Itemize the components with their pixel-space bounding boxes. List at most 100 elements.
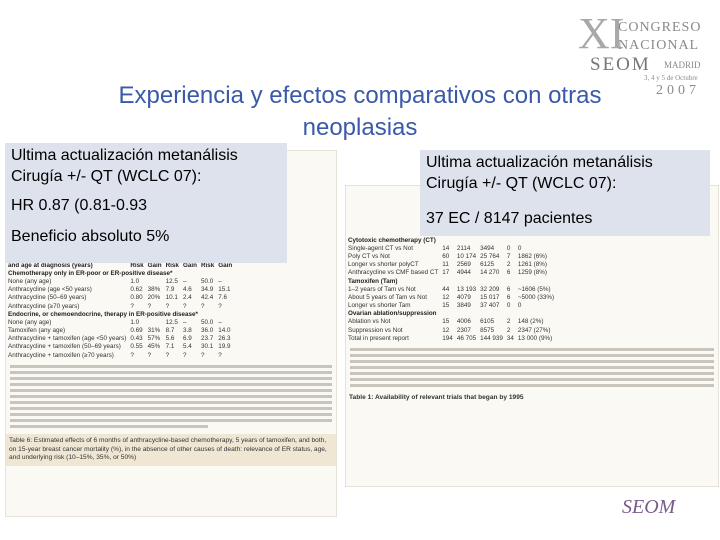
- table-cell: 37 407: [480, 302, 500, 310]
- table-cell: 2569: [456, 261, 471, 269]
- table-cell: ?: [147, 302, 152, 310]
- table-cell: Total in present report: [348, 334, 409, 342]
- table-cell: 3.8: [182, 327, 192, 335]
- table-cell: 0.43: [130, 335, 143, 343]
- header-cell: and age at diagnosis (years): [8, 261, 93, 269]
- table-cell: 5.4: [182, 343, 192, 351]
- table-cell: 14: [442, 244, 450, 252]
- logo-city: Madrid: [664, 60, 701, 70]
- table-cell: 3494: [480, 244, 495, 252]
- text-line: [350, 372, 714, 376]
- logo-year: 2007: [656, 83, 700, 98]
- table-row: Single-agent CT vs Not 14 2114 3494 0 0: [346, 244, 556, 252]
- table-row: Longer vs shorter Tam 15 3849 37 407 0 0: [346, 302, 556, 310]
- table-cell: ?: [182, 351, 187, 359]
- table-cell: –: [218, 318, 222, 326]
- table-cell: 1.0: [130, 318, 140, 326]
- section-cell: Endocrine, or chemoendocrine, therapy in…: [8, 310, 199, 318]
- table-cell: 144 939: [480, 334, 503, 342]
- table-cell: Ablation vs Not: [348, 318, 391, 326]
- table-cell: Anthracycline + tamoxifen (age <50 years…: [8, 335, 127, 343]
- table-caption: Table 1: Availability of relevant trials…: [349, 394, 524, 402]
- table-cell: 4006: [456, 318, 471, 326]
- table-cell: [146, 318, 164, 326]
- table-cell: 1259 (8%): [517, 269, 547, 277]
- table-row: Endocrine, or chemoendocrine, therapy in…: [6, 310, 234, 318]
- text-line: [10, 407, 332, 411]
- text-line: [350, 360, 714, 364]
- left-table: and age at diagnosis (years) Risk Gain Risk…: [6, 261, 234, 359]
- table-cell: Anthracycline (age <50 years): [8, 286, 92, 294]
- text-line: [10, 371, 332, 375]
- table-cell: Anthracycline + tamoxifen (≥70 years): [8, 351, 114, 359]
- table-cell: ?: [147, 351, 152, 359]
- right-callout: Ultima actualización metanálisis Cirugía…: [420, 150, 710, 236]
- callout-line: Beneficio absoluto 5%: [11, 228, 170, 245]
- table-cell: 10.1: [165, 294, 178, 302]
- table-cell: 6: [506, 293, 511, 301]
- table-row: Longer vs shorter polyCT 11 2569 6125 2 1261 …: [346, 261, 556, 269]
- table-cell: ?: [218, 351, 222, 359]
- table-cell: 12: [442, 293, 450, 301]
- table-cell: 4944: [456, 269, 471, 277]
- slide-title: Experiencia y efectos comparativos con o…: [118, 82, 602, 141]
- callout-line: HR 0.87 (0.81-0.93: [11, 197, 148, 214]
- table-cell: ?: [218, 302, 222, 310]
- table-cell: 15: [442, 318, 450, 326]
- table-cell: Anthracycline (50–69 years): [8, 294, 87, 302]
- table-cell: 1.0: [130, 277, 140, 285]
- callout-line: Ultima actualización metanálisis: [426, 154, 653, 171]
- text-line: [10, 401, 332, 405]
- table-cell: 57%: [147, 335, 161, 343]
- text-line: [10, 413, 332, 417]
- table-cell: 0.55: [130, 343, 143, 351]
- table-row: Anthracycline vs CMF based CT 17 4944 14 27…: [346, 269, 556, 277]
- table-cell: 2307: [456, 326, 471, 334]
- table-row: Ablation vs Not 15 4006 6105 2 148 (2%): [346, 318, 556, 326]
- table-cell: 34.9: [200, 286, 214, 294]
- table-cell: About 5 years of Tam vs Not: [348, 293, 427, 301]
- table-cell: Tamoxifen (any age): [8, 327, 66, 335]
- table-cell: 2114: [456, 244, 471, 252]
- table-cell: 0: [506, 244, 511, 252]
- callout-line: Cirugía +/- QT (WCLC 07):: [426, 175, 617, 192]
- table-cell: 1–2 years of Tam vs Not: [348, 285, 416, 293]
- table-cell: ?: [165, 302, 170, 310]
- table-cell: 15.1: [218, 286, 231, 294]
- table-row: None (any age) 1.0 12.5–50.0–: [6, 318, 234, 326]
- table-cell: 2: [506, 318, 511, 326]
- table-cell: 3849: [456, 302, 471, 310]
- section-cell: Tamoxifen (Tam): [348, 277, 398, 285]
- table-cell: 50.0: [200, 277, 214, 285]
- table-cell: 2: [506, 326, 511, 334]
- table-cell: ?: [200, 351, 205, 359]
- table-cell: Poly CT vs Not: [348, 252, 390, 260]
- table-cell: 50.0: [200, 318, 214, 326]
- table-cell: 0.62: [130, 286, 143, 294]
- table-cell: ?: [130, 302, 134, 310]
- table-cell: 6125: [480, 261, 495, 269]
- table-row: Tamoxifen (any age) 0.69 31% 8.7 3.8 36.0 14.0: [6, 327, 234, 335]
- table-cell: 1261 (8%): [517, 261, 547, 269]
- table-cell: 1862 (6%): [517, 252, 547, 260]
- table-row: Ovarian ablation/suppression: [346, 310, 556, 318]
- table-cell: Suppression vs Not: [348, 326, 403, 334]
- table-cell: 23.7: [200, 335, 214, 343]
- table-cell: –: [182, 277, 187, 285]
- table-row: Tamoxifen (Tam): [346, 277, 556, 285]
- table-cell: 148 (2%): [517, 318, 544, 326]
- header-row: and age at diagnosis (years) Risk Gain Risk…: [6, 261, 234, 269]
- table-cell: 15: [442, 302, 450, 310]
- table-row: Anthracycline (50–69 years) 0.80 20% 10.1 2.…: [6, 294, 234, 302]
- table-cell: 0.69: [130, 327, 143, 335]
- table-cell: 25 764: [480, 252, 500, 260]
- left-callout: Ultima actualización metanálisis Cirugía…: [5, 143, 287, 263]
- table-cell: Longer vs shorter polyCT: [348, 261, 419, 269]
- table-cell: 6.9: [182, 335, 192, 343]
- table-cell: ?: [182, 302, 187, 310]
- callout-line: Ultima actualización metanálisis: [11, 147, 238, 164]
- table-cell: ~5000 (33%): [517, 293, 555, 301]
- right-table: Cytotoxic chemotherapy (CT) Single-agent …: [346, 236, 556, 342]
- header-cell: Risk: [130, 261, 144, 269]
